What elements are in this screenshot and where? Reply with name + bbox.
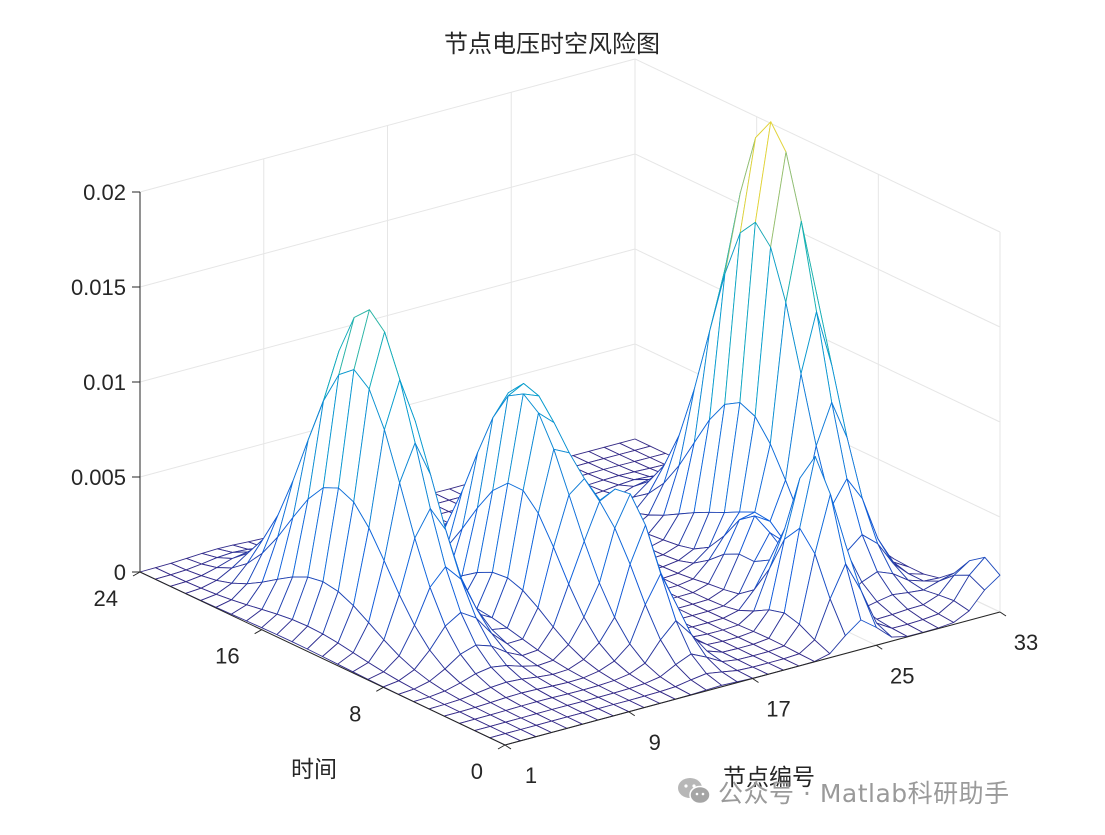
grid-line bbox=[634, 153, 1001, 328]
z-tick-label: 0.005 bbox=[71, 465, 126, 490]
y-tick-label: 8 bbox=[349, 701, 361, 726]
x-tick-mark bbox=[752, 678, 759, 683]
grid-line bbox=[634, 58, 1001, 233]
y-tick-label: 16 bbox=[215, 644, 239, 669]
x-tick-label: 33 bbox=[1014, 630, 1038, 655]
x-tick-mark bbox=[875, 644, 883, 650]
wechat-icon bbox=[676, 776, 712, 806]
z-tick-label: 0.02 bbox=[83, 180, 126, 205]
y-tick-mark bbox=[497, 744, 506, 750]
y-axis-label: 时间 bbox=[291, 757, 337, 783]
y-axis-line bbox=[139, 571, 506, 746]
watermark-text: 公众号 · Matlab科研助手 bbox=[718, 779, 1010, 808]
x-tick-label: 25 bbox=[890, 663, 914, 688]
x-tick-label: 9 bbox=[649, 730, 661, 755]
y-tick-mark bbox=[254, 629, 262, 635]
y-tick-mark bbox=[376, 686, 384, 692]
x-tick-label: 17 bbox=[766, 697, 790, 722]
y-tick-label: 24 bbox=[94, 586, 118, 611]
x-axis-label: 节点编号 bbox=[723, 765, 815, 791]
surface-mesh bbox=[139, 121, 1001, 746]
x-tick-mark bbox=[504, 744, 512, 750]
chart-title: 节点电压时空风险图 bbox=[444, 30, 660, 58]
y-tick-label: 0 bbox=[471, 759, 483, 784]
x-tick-mark bbox=[999, 611, 1007, 617]
z-tick-label: 0 bbox=[114, 560, 126, 585]
x-tick-label: 1 bbox=[525, 763, 537, 788]
y-tick-mark bbox=[132, 571, 141, 577]
z-tick-label: 0.01 bbox=[83, 370, 126, 395]
z-tick-label: 0.015 bbox=[71, 275, 126, 300]
x-tick-mark bbox=[628, 711, 636, 717]
